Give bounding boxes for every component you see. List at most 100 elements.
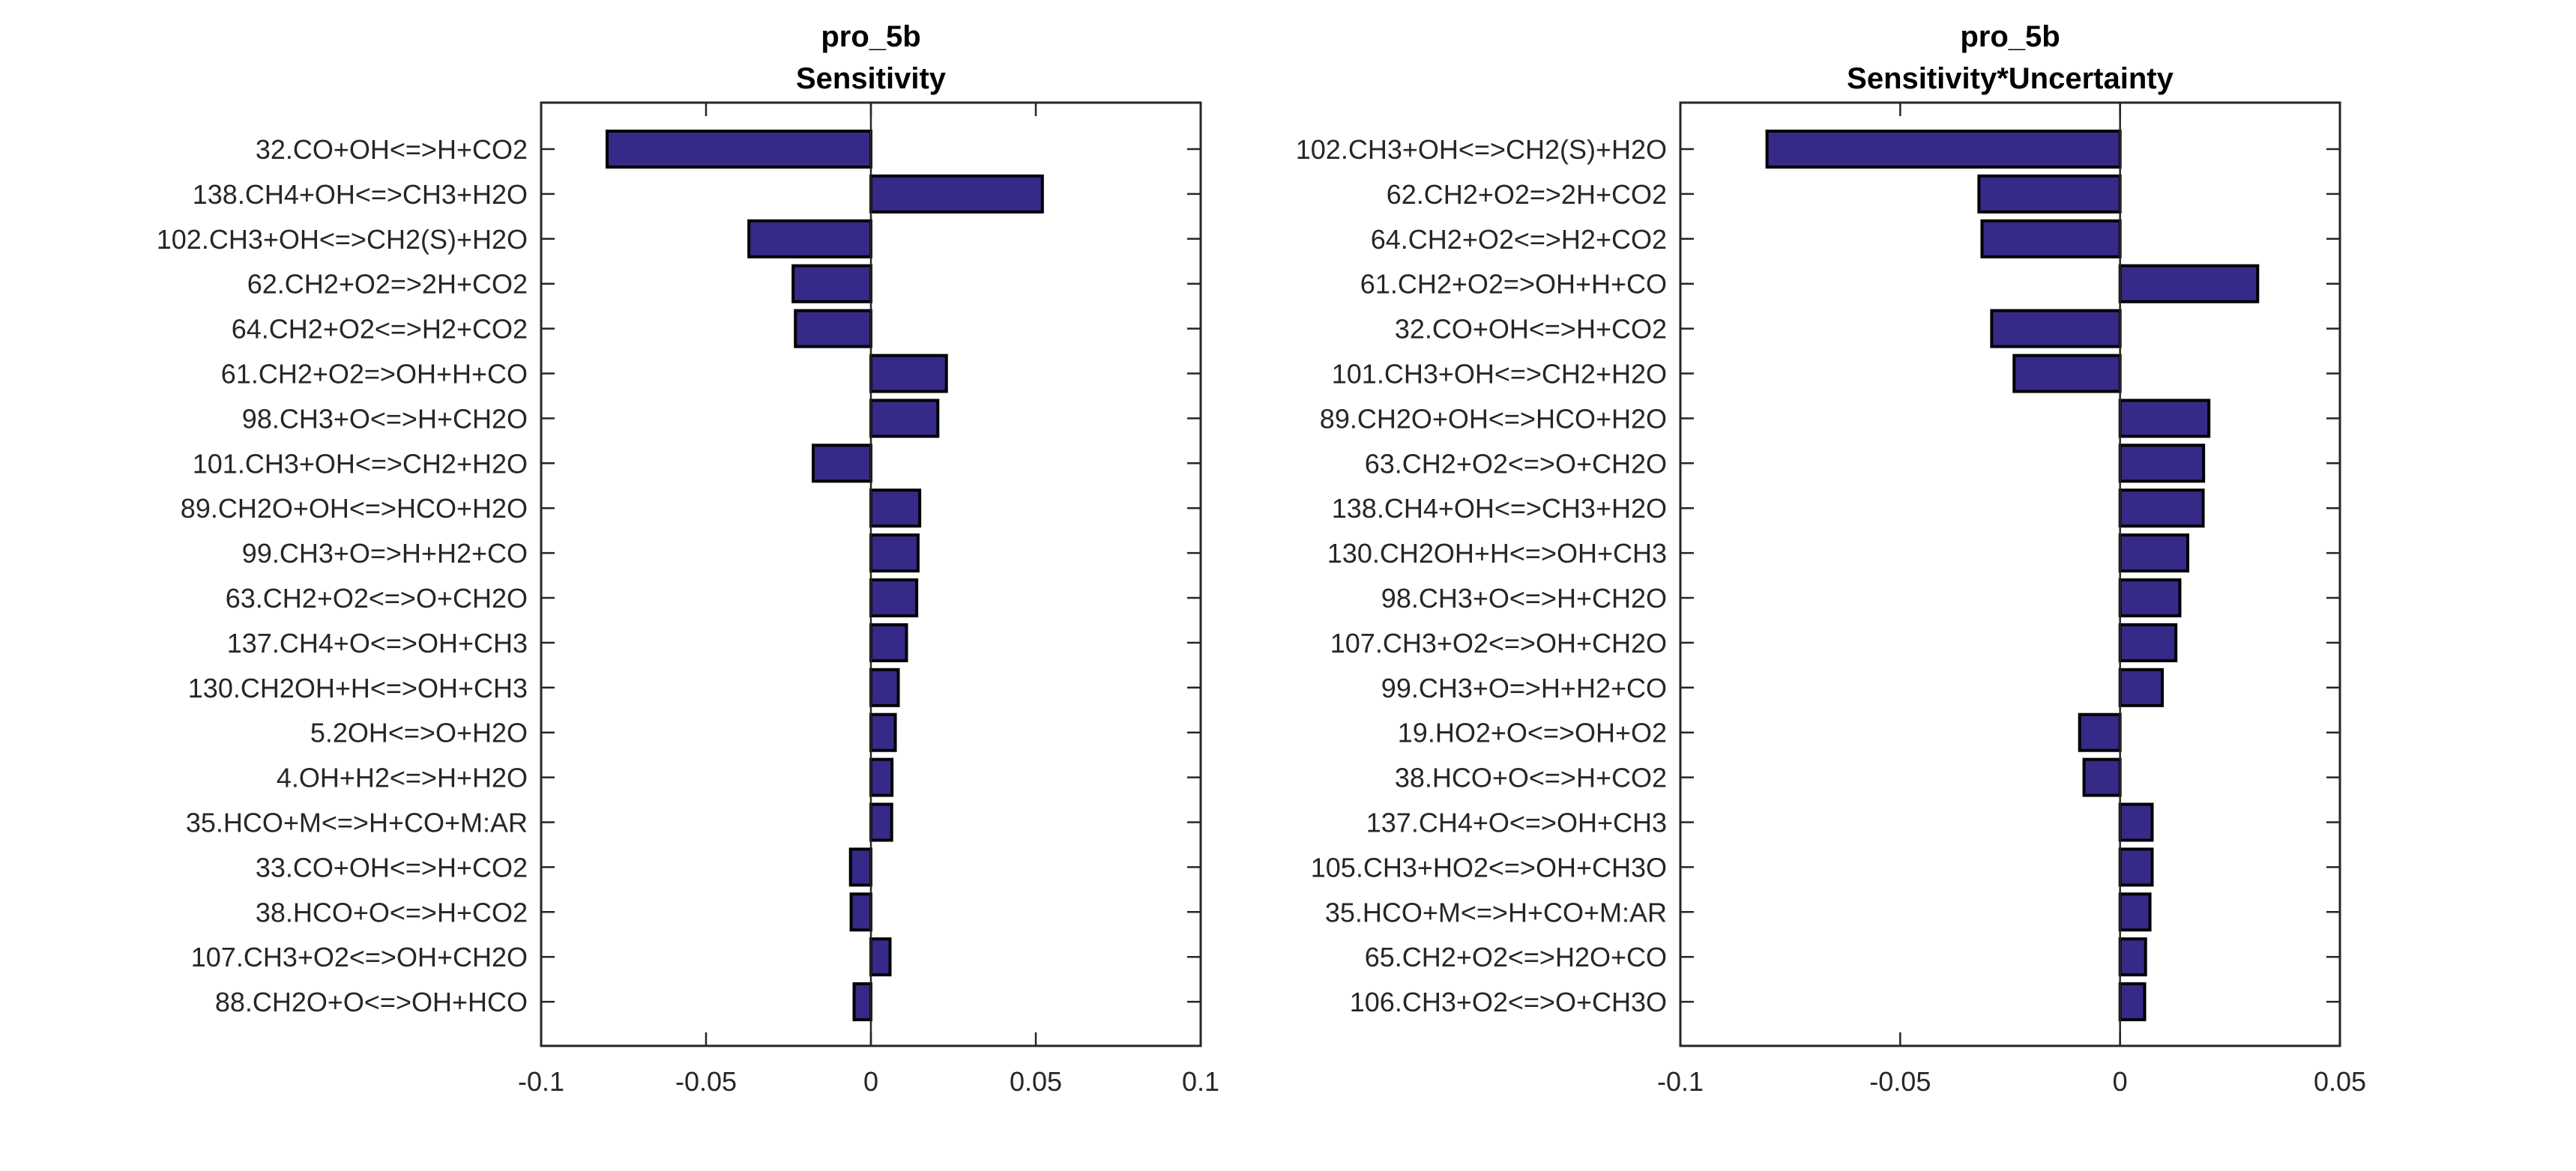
y-tick-label: 130.CH2OH+H<=>OH+CH3 xyxy=(188,673,528,703)
x-tick-label: 0 xyxy=(2113,1066,2128,1097)
x-tick-label: 0.05 xyxy=(1010,1066,1062,1097)
y-tick-label: 89.CH2O+OH<=>HCO+H2O xyxy=(181,493,528,524)
bar xyxy=(869,757,894,797)
x-tick-label: -0.1 xyxy=(518,1066,564,1097)
y-tick-label: 62.CH2+O2=>2H+CO2 xyxy=(247,269,528,300)
bar xyxy=(869,354,948,393)
y-tick-label: 138.CH4+OH<=>CH3+H2O xyxy=(1332,493,1667,524)
y-tick-label: 61.CH2+O2=>OH+H+CO xyxy=(1360,269,1667,300)
y-tick-label: 35.HCO+M<=>H+CO+M:AR xyxy=(1325,897,1667,928)
bar xyxy=(1980,219,2122,258)
y-tick-label: 98.CH3+O<=>H+CH2O xyxy=(242,403,528,434)
bar xyxy=(852,982,873,1022)
y-tick-label: 32.CO+OH<=>H+CO2 xyxy=(1395,314,1667,345)
panel-title-line1: pro_5b xyxy=(821,20,920,53)
bar xyxy=(2118,264,2260,303)
bar xyxy=(869,578,919,617)
y-axis-ticks: 102.CH3+OH<=>CH2(S)+H2O 62.CH2+O2=>2H+CO2… xyxy=(1296,134,2340,1017)
y-tick-label: 101.CH3+OH<=>CH2+H2O xyxy=(193,448,528,479)
y-tick-label: 5.2OH<=>O+H2O xyxy=(310,718,528,748)
y-tick-label: 137.CH4+O<=>OH+CH3 xyxy=(1366,808,1667,838)
y-tick-label: 4.OH+H2<=>H+H2O xyxy=(277,763,528,793)
bar xyxy=(606,130,872,169)
bar xyxy=(869,802,893,842)
bar xyxy=(869,488,922,528)
y-tick-label: 61.CH2+O2=>OH+H+CO xyxy=(221,359,528,390)
bar xyxy=(2118,982,2147,1022)
bar xyxy=(2118,399,2211,438)
y-tick-label: 63.CH2+O2<=>O+CH2O xyxy=(226,583,528,614)
bar xyxy=(2082,757,2122,797)
x-tick-label: 0.05 xyxy=(2314,1066,2366,1097)
y-tick-label: 38.HCO+O<=>H+CO2 xyxy=(256,897,528,928)
y-tick-label: 33.CO+OH<=>H+CO2 xyxy=(256,852,528,883)
x-tick-label: 0.1 xyxy=(1182,1066,1219,1097)
bars xyxy=(606,130,1044,1022)
bar xyxy=(2118,892,2152,932)
y-tick-label: 35.HCO+M<=>H+CO+M:AR xyxy=(186,808,528,838)
y-tick-label: 63.CH2+O2<=>O+CH2O xyxy=(1365,448,1667,479)
y-tick-label: 99.CH3+O=>H+H2+CO xyxy=(242,538,528,569)
bar xyxy=(1977,174,2122,214)
x-tick-label: -0.05 xyxy=(1869,1066,1931,1097)
sensitivity-uncertainty-panel: pro_5b Sensitivity*Uncertainty 102.CH3+O… xyxy=(1296,20,2366,1097)
bar xyxy=(869,623,908,662)
y-tick-label: 102.CH3+OH<=>CH2(S)+H2O xyxy=(1296,134,1667,165)
y-tick-label: 88.CH2O+O<=>OH+HCO xyxy=(215,987,528,1017)
bar xyxy=(869,174,1044,214)
y-tick-label: 107.CH3+O2<=>OH+CH2O xyxy=(191,942,528,972)
y-tick-label: 64.CH2+O2<=>H2+CO2 xyxy=(232,314,528,345)
y-tick-label: 130.CH2OH+H<=>OH+CH3 xyxy=(1327,538,1667,569)
y-tick-label: 65.CH2+O2<=>H2O+CO xyxy=(1365,942,1667,972)
bar xyxy=(2118,937,2147,977)
x-tick-label: -0.1 xyxy=(1657,1066,1704,1097)
y-axis-ticks: 32.CO+OH<=>H+CO2 138.CH4+OH<=>CH3+H2O 102.… xyxy=(157,134,1201,1017)
axes-box xyxy=(540,101,1202,1047)
x-tick-label: -0.05 xyxy=(675,1066,737,1097)
bar xyxy=(2118,847,2154,887)
bar xyxy=(869,668,900,707)
x-tick-label: 0 xyxy=(863,1066,878,1097)
panel-title-line2: Sensitivity xyxy=(796,62,947,95)
bar xyxy=(2118,578,2182,617)
bar xyxy=(848,847,872,887)
y-tick-label: 38.HCO+O<=>H+CO2 xyxy=(1395,763,1667,793)
bar xyxy=(869,399,940,438)
y-tick-label: 99.CH3+O=>H+H2+CO xyxy=(1381,673,1667,703)
y-tick-label: 107.CH3+O2<=>OH+CH2O xyxy=(1330,628,1667,659)
bar xyxy=(794,309,872,348)
y-tick-label: 89.CH2O+OH<=>HCO+H2O xyxy=(1320,403,1667,434)
bar xyxy=(2118,668,2164,707)
bar xyxy=(2118,802,2154,842)
bar xyxy=(812,444,872,483)
y-tick-label: 98.CH3+O<=>H+CH2O xyxy=(1381,583,1667,614)
panel-title-line2: Sensitivity*Uncertainty xyxy=(1847,62,2174,95)
y-tick-label: 138.CH4+OH<=>CH3+H2O xyxy=(193,179,528,210)
y-tick-label: 102.CH3+OH<=>CH2(S)+H2O xyxy=(157,224,528,255)
bar xyxy=(2118,444,2206,483)
bar xyxy=(869,937,892,977)
bar xyxy=(791,264,873,303)
sensitivity-panel: pro_5b Sensitivity 32.CO+OH<=>H+CO2 138.C… xyxy=(157,20,1219,1097)
y-tick-label: 19.HO2+O<=>OH+O2 xyxy=(1398,718,1667,748)
y-tick-label: 32.CO+OH<=>H+CO2 xyxy=(256,134,528,165)
bar xyxy=(1990,309,2122,348)
y-tick-label: 64.CH2+O2<=>H2+CO2 xyxy=(1371,224,1667,255)
y-tick-label: 137.CH4+O<=>OH+CH3 xyxy=(227,628,528,659)
bars xyxy=(1765,130,2260,1022)
bar xyxy=(2118,533,2190,573)
bar xyxy=(2078,712,2122,752)
bar xyxy=(849,892,872,932)
bar xyxy=(2118,488,2205,528)
panel-title-line1: pro_5b xyxy=(1960,20,2060,53)
y-tick-label: 62.CH2+O2=>2H+CO2 xyxy=(1387,179,1667,210)
bar xyxy=(869,533,920,573)
bar xyxy=(2012,354,2122,393)
axes-box xyxy=(1679,101,2341,1047)
bar xyxy=(2118,623,2178,662)
y-tick-label: 101.CH3+OH<=>CH2+H2O xyxy=(1332,359,1667,390)
bar xyxy=(869,712,897,752)
y-tick-label: 106.CH3+O2<=>O+CH3O xyxy=(1350,987,1667,1017)
bar xyxy=(747,219,873,258)
